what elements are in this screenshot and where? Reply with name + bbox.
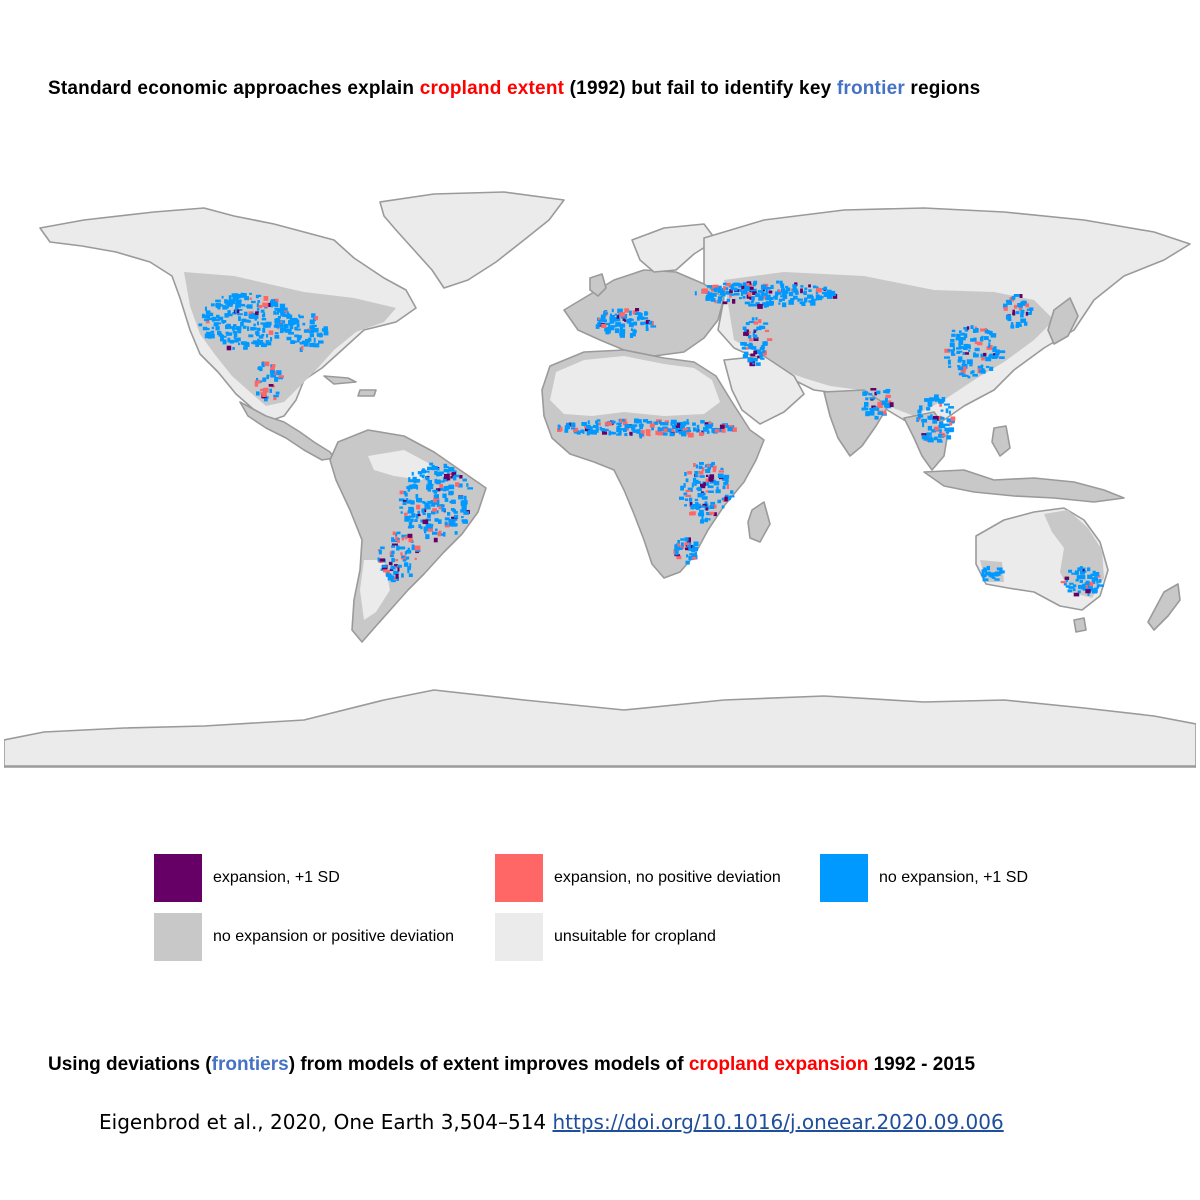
madagascar (747, 501, 771, 543)
footer-highlight-frontiers: frontiers (211, 1054, 289, 1075)
arabia (723, 355, 805, 425)
scandinavia (631, 223, 717, 273)
australia-cropland-zone (980, 510, 1104, 598)
world-map-svg (4, 191, 1196, 768)
new-zealand (1147, 583, 1181, 631)
legend-label-expansion-sd: expansion, +1 SD (213, 869, 340, 886)
southeast-asia (903, 411, 949, 471)
footer-statement: Using deviations (frontiers) from models… (48, 1054, 1168, 1076)
legend-label-no-expansion-sd: no expansion, +1 SD (879, 869, 1028, 886)
asia-cropland-zone (724, 272, 1054, 416)
sahara-unsuitable (550, 356, 720, 416)
legend-item-expansion-no-deviation: expansion, no positive deviation (495, 854, 781, 902)
philippines (991, 425, 1011, 457)
title-highlight-cropland-extent: cropland extent (419, 78, 565, 99)
legend-label-expansion-no-deviation: expansion, no positive deviation (554, 869, 781, 886)
legend-swatch-unsuitable (495, 913, 543, 961)
legend-swatch-no-expansion-or-deviation (154, 913, 202, 961)
frontier-overlay (198, 280, 1104, 597)
citation-text: Eigenbrod et al., 2020, One Earth 3,504–… (99, 1110, 553, 1134)
indonesia (923, 469, 1125, 503)
legend-swatch-expansion-no-deviation (495, 854, 543, 902)
legend-item-no-expansion-sd: no expansion, +1 SD (820, 854, 1028, 902)
world-map (4, 180, 1196, 768)
south-america-unsuitable (360, 450, 434, 620)
footer-part-3: 1992 - 2015 (868, 1054, 976, 1075)
japan (1047, 297, 1079, 345)
legend-item-unsuitable: unsuitable for cropland (495, 913, 716, 961)
legend-label-no-expansion-or-deviation: no expansion or positive deviation (213, 928, 455, 945)
doi-link[interactable]: https://doi.org/10.1016/j.oneear.2020.09… (552, 1110, 1004, 1134)
india (823, 389, 889, 457)
footer-part-2: ) from models of extent improves models … (288, 1054, 689, 1075)
title-part-1: Standard economic approaches explain (48, 78, 420, 99)
legend-item-expansion-sd: expansion, +1 SD (154, 854, 340, 902)
legend-swatch-no-expansion-sd (820, 854, 868, 902)
footer-part-1: Using deviations ( (48, 1054, 212, 1075)
title-part-3: regions (904, 78, 981, 99)
title-part-2: (1992) but fail to identify key (564, 78, 837, 99)
map-title: Standard economic approaches explain cro… (48, 78, 1168, 100)
legend-item-no-expansion-or-deviation: no expansion or positive deviation (154, 913, 454, 961)
caribbean (323, 375, 377, 397)
citation: Eigenbrod et al., 2020, One Earth 3,504–… (99, 1110, 1004, 1134)
greenland (379, 191, 565, 289)
legend-swatch-expansion-sd (154, 854, 202, 902)
antarctica (4, 689, 1196, 767)
tasmania (1073, 617, 1087, 633)
title-highlight-frontier: frontier (836, 78, 905, 99)
legend-label-unsuitable: unsuitable for cropland (554, 928, 716, 945)
uk-ireland (589, 273, 607, 297)
europe (563, 269, 725, 357)
footer-highlight-cropland-expansion: cropland expansion (688, 1054, 869, 1075)
